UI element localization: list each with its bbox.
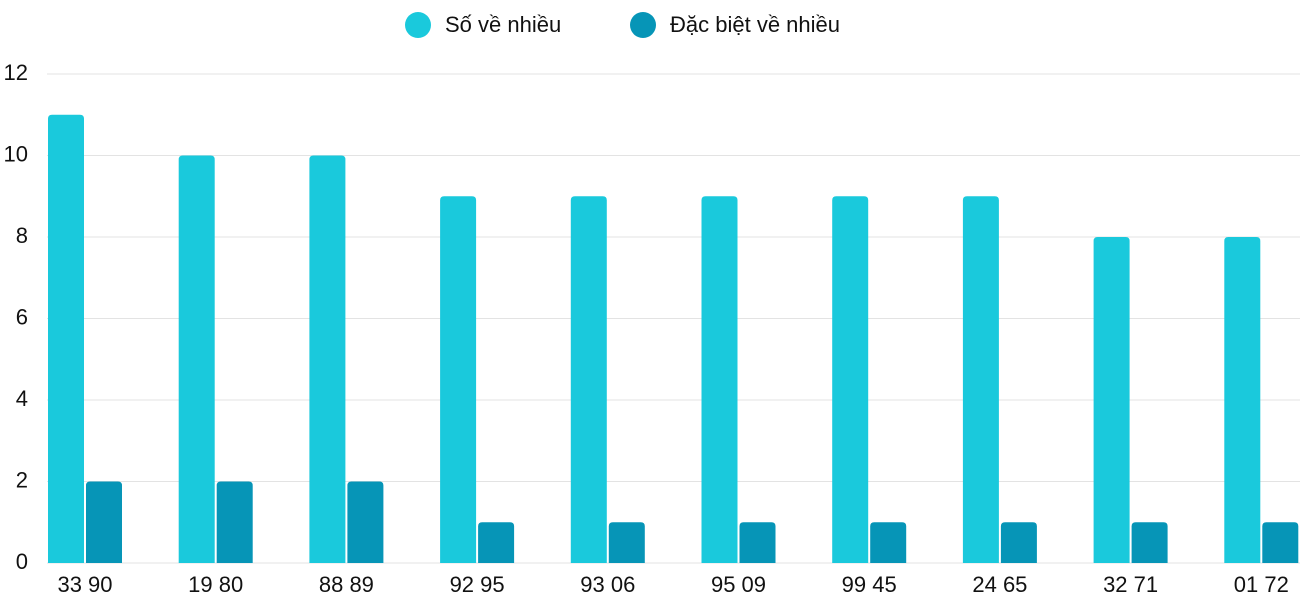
bar bbox=[962, 196, 999, 563]
y-tick-label: 10 bbox=[4, 141, 28, 166]
bar bbox=[1000, 522, 1037, 563]
bar bbox=[1224, 237, 1261, 563]
y-tick-label: 0 bbox=[16, 549, 28, 574]
bar bbox=[701, 196, 738, 563]
bar bbox=[870, 522, 907, 563]
legend-marker bbox=[405, 12, 431, 38]
x-tick-label: 95 09 bbox=[711, 572, 766, 597]
x-tick-label: 92 95 bbox=[450, 572, 505, 597]
y-tick-label: 4 bbox=[16, 386, 28, 411]
bar bbox=[608, 522, 645, 563]
y-tick-label: 6 bbox=[16, 304, 28, 329]
bar bbox=[440, 196, 477, 563]
bar bbox=[178, 155, 215, 563]
bar bbox=[478, 522, 515, 563]
x-tick-label: 19 80 bbox=[188, 572, 243, 597]
legend-label: Đặc biệt về nhiều bbox=[670, 12, 840, 37]
bar bbox=[216, 481, 253, 563]
bar bbox=[309, 155, 346, 563]
bar bbox=[832, 196, 869, 563]
x-tick-label: 88 89 bbox=[319, 572, 374, 597]
x-tick-label: 01 72 bbox=[1234, 572, 1289, 597]
y-tick-label: 8 bbox=[16, 223, 28, 248]
bar bbox=[48, 114, 84, 563]
bar bbox=[1131, 522, 1168, 563]
legend-marker bbox=[630, 12, 656, 38]
bar bbox=[347, 481, 384, 563]
x-tick-label: 33 90 bbox=[57, 572, 112, 597]
bar bbox=[1093, 237, 1130, 563]
y-tick-label: 2 bbox=[16, 467, 28, 492]
bar bbox=[1262, 522, 1299, 563]
x-tick-label: 93 06 bbox=[580, 572, 635, 597]
bar bbox=[86, 481, 122, 563]
bar bbox=[739, 522, 776, 563]
legend-label: Số về nhiều bbox=[445, 12, 561, 37]
x-tick-label: 24 65 bbox=[972, 572, 1027, 597]
x-tick-label: 99 45 bbox=[842, 572, 897, 597]
x-tick-label: 32 71 bbox=[1103, 572, 1158, 597]
y-tick-label: 12 bbox=[4, 60, 28, 85]
bar bbox=[570, 196, 607, 563]
